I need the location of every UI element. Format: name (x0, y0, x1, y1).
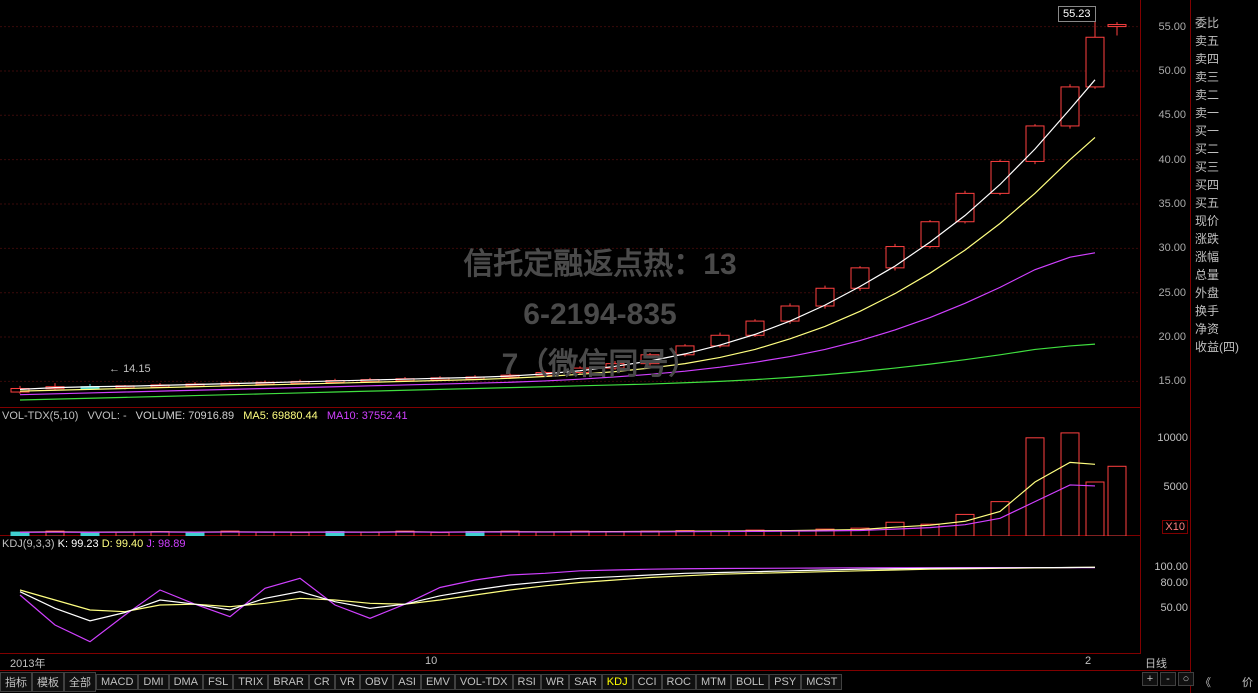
price-tick: 15.00 (1158, 375, 1186, 387)
indicator-button-cci[interactable]: CCI (633, 674, 662, 690)
x10-indicator: X10 (1162, 520, 1188, 534)
price-tick: 30.00 (1158, 242, 1186, 254)
orderbook-row: 卖四 (1195, 50, 1219, 67)
indicator-button-trix[interactable]: TRIX (233, 674, 268, 690)
indicator-button-obv[interactable]: OBV (360, 674, 393, 690)
indicator-button-asi[interactable]: ASI (393, 674, 421, 690)
indicator-button-dma[interactable]: DMA (169, 674, 203, 690)
volume-panel[interactable]: VOL-TDX(5,10) VVOL: - VOLUME: 70916.89 M… (0, 408, 1140, 536)
orderbook-row: 涨跌 (1195, 230, 1219, 247)
indicator-button-rsi[interactable]: RSI (513, 674, 541, 690)
orderbook-row: 收益(四) (1195, 338, 1239, 355)
volume-axis: X10 5000 10000 (1140, 408, 1190, 536)
kdj-tick: 100.00 (1154, 561, 1188, 573)
orderbook-row: 涨幅 (1195, 248, 1219, 265)
indicator-button-emv[interactable]: EMV (421, 674, 455, 690)
time-axis: 2013年 10 2 (0, 654, 1190, 671)
main-kline-chart[interactable]: 信托定融返点热：13 6-2194-835 7（微信同号） 55.23 ← 14… (0, 0, 1140, 408)
orderbook-row: 买三 (1195, 158, 1219, 175)
price-tick: 25.00 (1158, 287, 1186, 299)
orderbook-row: 卖一 (1195, 104, 1219, 121)
marker-price-value: 14.15 (123, 363, 151, 375)
zoom-out-button[interactable]: - (1160, 672, 1176, 686)
orderbook-row: 外盘 (1195, 284, 1219, 301)
price-tick: 45.00 (1158, 109, 1186, 121)
orderbook-row: 净资 (1195, 320, 1219, 337)
price-tick: 50.00 (1158, 65, 1186, 77)
indicator-button-wr[interactable]: WR (541, 674, 569, 690)
current-price-box: 55.23 (1058, 6, 1096, 22)
indicator-button-sar[interactable]: SAR (569, 674, 602, 690)
vol-tick: 5000 (1164, 481, 1188, 493)
indicator-button-fsl[interactable]: FSL (203, 674, 233, 690)
indicator-button-mcst[interactable]: MCST (801, 674, 842, 690)
orderbook-row: 卖三 (1195, 68, 1219, 85)
indicator-button-mtm[interactable]: MTM (696, 674, 731, 690)
indicator-button-全部[interactable]: 全部 (64, 672, 96, 692)
time-label: 10 (425, 655, 437, 667)
price-axis: 15.00 20.00 25.00 30.00 35.00 40.00 45.00 50.00… (1140, 0, 1190, 408)
indicator-button-指标[interactable]: 指标 (0, 672, 32, 692)
kdj-tick: 50.00 (1160, 602, 1188, 614)
price-tick: 55.00 (1158, 21, 1186, 33)
kdj-axis: 50.00 80.00 100.00 (1140, 536, 1190, 654)
orderbook-row: 委比 (1195, 14, 1219, 31)
vol-tick: 10000 (1157, 432, 1188, 444)
zoom-reset-button[interactable]: ○ (1178, 672, 1194, 686)
main-chart-svg (0, 0, 1140, 408)
kdj-tick: 80.00 (1160, 577, 1188, 589)
orderbook-row: 总量 (1195, 266, 1219, 283)
orderbook-row: 买四 (1195, 176, 1219, 193)
order-book-panel: 委比卖五卖四卖三卖二卖一买一买二买三买四买五现价涨跌涨幅总量外盘换手净资收益(四… (1190, 0, 1258, 693)
indicator-button-模板[interactable]: 模板 (32, 672, 64, 692)
indicator-bar: 指标模板全部MACDDMIDMAFSLTRIXBRARCRVROBVASIEMV… (0, 671, 1258, 693)
indicator-button-vr[interactable]: VR (335, 674, 360, 690)
orderbook-row: 卖五 (1195, 32, 1219, 49)
time-label: 2 (1085, 655, 1091, 667)
indicator-button-roc[interactable]: ROC (662, 674, 696, 690)
price-tick: 20.00 (1158, 331, 1186, 343)
scroll-left-label: 《 (1200, 674, 1211, 690)
price-tick: 40.00 (1158, 154, 1186, 166)
kdj-panel[interactable]: KDJ(9,3,3) K: 99.23 D: 99.40 J: 98.89 (0, 536, 1140, 654)
indicator-button-cr[interactable]: CR (309, 674, 335, 690)
volume-svg (0, 408, 1140, 536)
daily-label: 日线 (1145, 655, 1256, 671)
marker-price-box: ← 14.15 (105, 362, 155, 376)
indicator-button-brar[interactable]: BRAR (268, 674, 309, 690)
orderbook-row: 买五 (1195, 194, 1219, 211)
orderbook-row: 买一 (1195, 122, 1219, 139)
orderbook-row: 现价 (1195, 212, 1219, 229)
kdj-svg (0, 536, 1140, 654)
indicator-button-boll[interactable]: BOLL (731, 674, 769, 690)
time-label: 2013年 (10, 655, 45, 671)
indicator-button-kdj[interactable]: KDJ (602, 674, 633, 690)
chart-container: 信托定融返点热：13 6-2194-835 7（微信同号） 55.23 ← 14… (0, 0, 1190, 693)
price-tick: 35.00 (1158, 198, 1186, 210)
orderbook-row: 换手 (1195, 302, 1219, 319)
zoom-in-button[interactable]: + (1142, 672, 1158, 686)
orderbook-row: 卖二 (1195, 86, 1219, 103)
indicator-button-macd[interactable]: MACD (96, 674, 138, 690)
indicator-button-dmi[interactable]: DMI (138, 674, 168, 690)
orderbook-row: 买二 (1195, 140, 1219, 157)
indicator-button-vol-tdx[interactable]: VOL-TDX (455, 674, 513, 690)
indicator-button-psy[interactable]: PSY (769, 674, 801, 690)
scroll-right-label: 价 (1242, 674, 1253, 690)
